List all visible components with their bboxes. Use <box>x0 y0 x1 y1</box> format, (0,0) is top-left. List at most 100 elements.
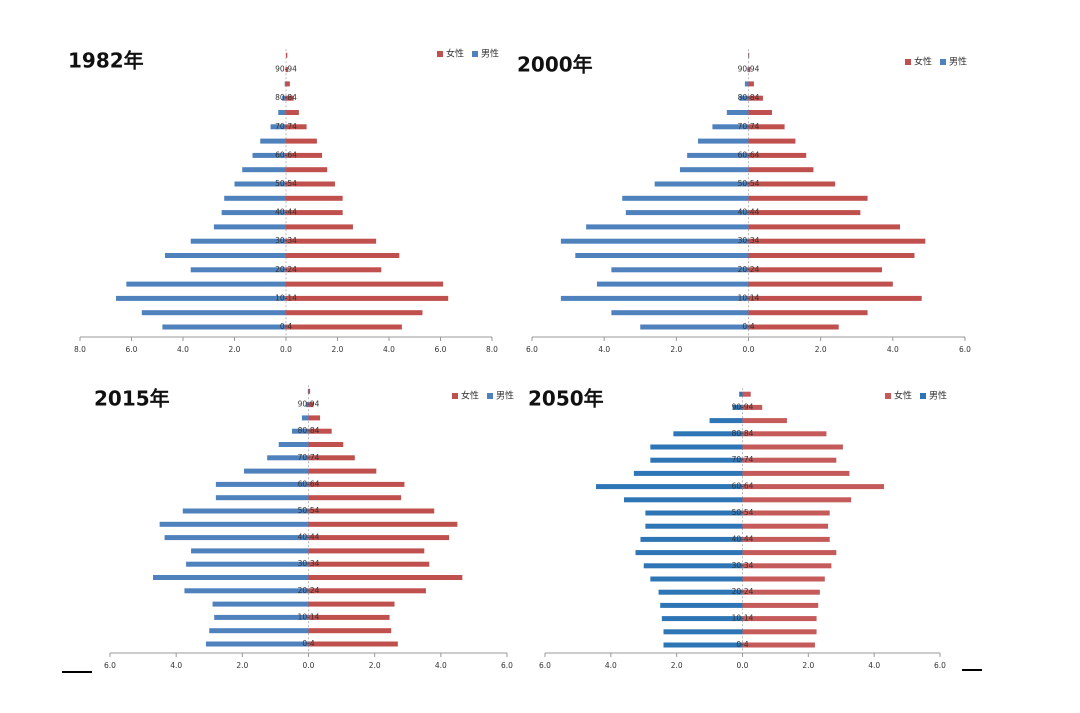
bar <box>308 468 377 474</box>
bar <box>748 224 901 230</box>
bar <box>286 281 444 287</box>
age-label: 40-44 <box>275 208 297 217</box>
chart-title: 1982年 <box>68 49 144 73</box>
age-label: 50-54 <box>732 508 754 517</box>
age-label: 50-54 <box>738 179 760 188</box>
bar <box>286 124 307 130</box>
x-tick-label: 4.0 <box>605 661 617 670</box>
x-tick-label: 0.0 <box>280 345 292 354</box>
age-label: 0-4 <box>742 322 754 331</box>
legend-swatch <box>487 393 494 399</box>
age-label: 50-54 <box>298 506 320 515</box>
bar <box>286 110 299 115</box>
bar <box>654 181 749 187</box>
bar <box>739 391 743 397</box>
x-tick-label: 2.0 <box>236 661 248 670</box>
age-label: 60-64 <box>738 150 760 159</box>
bar <box>650 457 743 463</box>
bar <box>742 444 843 450</box>
bar <box>726 110 749 115</box>
bar <box>308 402 314 408</box>
bar <box>650 576 743 582</box>
age-label: 90-94 <box>732 402 754 411</box>
chart-title: 2050年 <box>528 387 604 411</box>
bar <box>162 324 286 330</box>
bar <box>748 95 763 101</box>
bar <box>286 181 335 187</box>
bar <box>243 468 309 474</box>
bar <box>116 295 286 301</box>
bar <box>308 588 426 594</box>
bar <box>286 138 317 144</box>
age-label: 0-4 <box>302 639 314 648</box>
bar <box>748 167 814 173</box>
bar <box>742 602 819 608</box>
bar <box>658 589 743 595</box>
age-label: 10-14 <box>275 293 297 302</box>
bar <box>645 523 743 529</box>
bar <box>622 195 749 201</box>
bar <box>744 81 749 87</box>
bar <box>687 152 749 158</box>
age-label: 40-44 <box>732 534 754 543</box>
age-label: 70-74 <box>738 122 760 131</box>
bar <box>663 642 743 648</box>
x-tick-label: 4.0 <box>887 345 899 354</box>
bar <box>186 561 309 567</box>
x-tick-label: 8.0 <box>486 345 498 354</box>
bar <box>742 404 763 410</box>
bar <box>748 310 868 316</box>
bar <box>286 167 328 173</box>
bar <box>748 67 751 73</box>
bar <box>709 418 743 424</box>
age-label: 80-84 <box>298 426 320 435</box>
age-label: 80-84 <box>275 93 297 102</box>
bar <box>748 81 754 87</box>
bar <box>308 614 390 620</box>
x-tick-label: 4.0 <box>868 661 880 670</box>
bar <box>190 267 286 273</box>
age-label: 60-64 <box>298 479 320 488</box>
bar <box>278 442 309 447</box>
x-tick-label: 6.0 <box>539 661 551 670</box>
bar <box>308 455 355 461</box>
legend-swatch <box>905 59 911 65</box>
bar <box>748 253 915 258</box>
x-tick-label: 4.0 <box>383 345 395 354</box>
age-label: 50-54 <box>275 179 297 188</box>
age-label: 70-74 <box>732 455 754 464</box>
chart-title: 2015年 <box>94 387 170 411</box>
bar <box>215 481 309 487</box>
bar <box>305 402 309 408</box>
bar <box>560 295 749 301</box>
bar <box>267 455 309 461</box>
bar <box>182 508 309 514</box>
bar <box>742 510 830 516</box>
bar <box>748 110 772 115</box>
age-label: 60-64 <box>275 150 297 159</box>
bar <box>308 481 405 487</box>
bar <box>712 124 749 130</box>
bar <box>748 181 836 187</box>
x-tick-label: 2.0 <box>671 661 683 670</box>
bar <box>679 167 749 173</box>
legend-label: 女性 <box>894 390 912 402</box>
bar <box>645 510 743 516</box>
x-tick-label: 6.0 <box>126 345 138 354</box>
bar <box>624 497 743 503</box>
bar <box>164 253 286 258</box>
bar <box>308 575 463 580</box>
bar <box>286 267 382 273</box>
age-label: 70-74 <box>298 453 320 462</box>
bar <box>153 575 309 580</box>
age-label: 20-24 <box>738 265 760 274</box>
bar <box>739 95 749 101</box>
age-label: 30-34 <box>732 561 754 570</box>
bar <box>308 535 450 541</box>
age-label: 40-44 <box>298 533 320 542</box>
bar <box>190 238 286 244</box>
legend-swatch <box>437 51 443 57</box>
bar <box>661 616 743 622</box>
bar <box>308 508 435 514</box>
legend-label: 男性 <box>481 48 499 60</box>
